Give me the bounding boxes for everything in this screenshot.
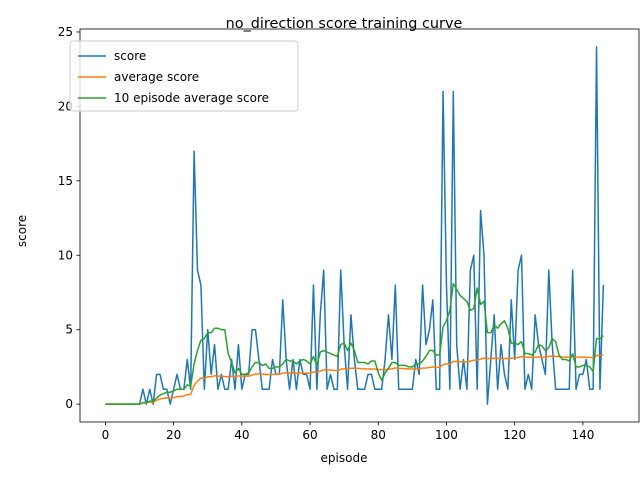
- x-axis: 0 20 40 60 80 100 120 140: [102, 422, 594, 442]
- y-tick-label: 15: [58, 174, 73, 188]
- chart-title: no_direction score training curve: [226, 16, 463, 32]
- y-tick-label: 0: [65, 397, 73, 411]
- y-tick-label: 5: [65, 323, 73, 337]
- x-tick-label: 100: [435, 428, 458, 442]
- legend-label: score: [114, 49, 146, 63]
- x-tick-label: 40: [234, 428, 249, 442]
- series-line-3: [105, 282, 604, 405]
- x-tick-label: 80: [371, 428, 386, 442]
- series-layer: [105, 46, 605, 405]
- plot-frame: [79, 28, 640, 423]
- x-tick-label: 20: [166, 428, 181, 442]
- series-line-2: [105, 354, 604, 405]
- series-line-1: [105, 46, 605, 405]
- legend-box: [69, 40, 299, 112]
- legend-label: 10 episode average score: [114, 91, 269, 105]
- legend: score average score 10 episode average sco…: [69, 40, 299, 112]
- y-axis-title: score: [15, 215, 29, 247]
- x-axis-title: episode: [321, 451, 368, 465]
- y-tick-label: 10: [58, 248, 73, 262]
- y-tick-label: 20: [58, 99, 73, 113]
- legend-label: average score: [114, 70, 199, 84]
- y-axis: 0 5 10 15 20 25: [58, 25, 80, 411]
- y-tick-label: 25: [58, 25, 73, 39]
- x-tick-label: 60: [302, 428, 317, 442]
- x-tick-label: 140: [571, 428, 594, 442]
- x-tick-label: 0: [102, 428, 110, 442]
- x-tick-label: 120: [503, 428, 526, 442]
